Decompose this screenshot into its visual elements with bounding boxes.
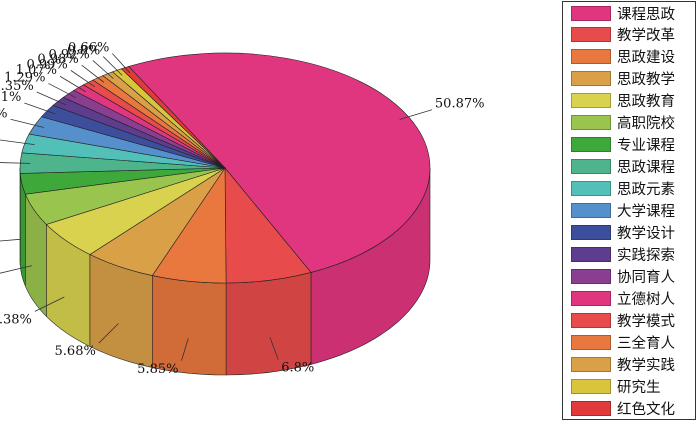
legend-swatch bbox=[571, 203, 611, 219]
legend-item: 课程思政 bbox=[571, 3, 675, 23]
legend-item: 专业课程 bbox=[571, 135, 675, 155]
pct-label-10: 1.81% bbox=[0, 90, 21, 105]
leader-line-13 bbox=[59, 75, 86, 93]
legend-label: 研究生 bbox=[617, 379, 661, 396]
leader-line-1 bbox=[269, 337, 279, 360]
legend-item: 教学模式 bbox=[571, 310, 675, 330]
legend-item: 思政建设 bbox=[571, 47, 675, 67]
legend-swatch bbox=[571, 5, 611, 21]
pct-label-9: 2.58% bbox=[0, 106, 8, 121]
legend-swatch bbox=[571, 246, 611, 262]
legend-label: 立德树人 bbox=[617, 291, 675, 308]
legend-swatch bbox=[571, 378, 611, 394]
legend-swatch bbox=[571, 93, 611, 109]
legend-swatch bbox=[571, 137, 611, 153]
legend-item: 实践探索 bbox=[571, 244, 675, 264]
legend-label: 红色文化 bbox=[617, 401, 675, 418]
legend-swatch bbox=[571, 356, 611, 372]
legend-item: 研究生 bbox=[571, 376, 661, 396]
legend-label: 专业课程 bbox=[617, 138, 675, 155]
legend-swatch bbox=[571, 224, 611, 240]
leader-line-3 bbox=[98, 323, 119, 344]
legend-label: 课程思政 bbox=[617, 6, 675, 23]
legend-label: 教学实践 bbox=[617, 357, 675, 374]
pct-label-11: 1.35% bbox=[0, 79, 34, 94]
leader-line-2 bbox=[181, 338, 189, 361]
legend-label: 大学课程 bbox=[617, 204, 675, 221]
legend-item: 教学设计 bbox=[571, 222, 675, 242]
legend-swatch bbox=[571, 290, 611, 306]
legend: 课程思政教学改革思政建设思政教学思政教育高职院校专业课程思政课程思政元素大学课程… bbox=[562, 1, 696, 420]
legend-item: 思政课程 bbox=[571, 157, 675, 177]
pct-label-12: 1.29% bbox=[4, 70, 45, 85]
legend-swatch bbox=[571, 181, 611, 197]
legend-swatch bbox=[571, 312, 611, 328]
legend-label: 高职院校 bbox=[617, 116, 675, 133]
legend-label: 协同育人 bbox=[617, 269, 675, 286]
pct-label-4: 5.38% bbox=[0, 312, 32, 327]
legend-item: 高职院校 bbox=[571, 113, 675, 133]
pct-label-1: 6.8% bbox=[281, 361, 314, 376]
legend-item: 三全育人 bbox=[571, 332, 675, 352]
legend-swatch bbox=[571, 334, 611, 350]
pct-label-3: 5.68% bbox=[55, 344, 96, 359]
slice-side-1 bbox=[225, 272, 312, 376]
pct-label-13: 1.07% bbox=[16, 63, 57, 78]
pct-label-15: 0.98% bbox=[37, 52, 78, 67]
leader-line-15 bbox=[81, 64, 105, 83]
legend-label: 思政教育 bbox=[617, 94, 675, 111]
pct-label-17: 0.8% bbox=[67, 44, 100, 59]
legend-swatch bbox=[571, 159, 611, 175]
legend-swatch bbox=[571, 268, 611, 284]
legend-item: 红色文化 bbox=[571, 398, 675, 418]
leader-line-4 bbox=[34, 296, 65, 312]
slice-side-2 bbox=[152, 275, 227, 376]
legend-item: 协同育人 bbox=[571, 266, 675, 286]
leader-line-0 bbox=[399, 109, 433, 120]
legend-item: 思政教育 bbox=[571, 91, 675, 111]
leader-line-9 bbox=[10, 118, 45, 128]
leader-line-16 bbox=[92, 60, 114, 79]
legend-swatch bbox=[571, 400, 611, 416]
legend-swatch bbox=[571, 115, 611, 131]
leader-line-10 bbox=[24, 102, 56, 115]
legend-item: 教学改革 bbox=[571, 25, 675, 45]
legend-label: 教学改革 bbox=[617, 28, 675, 45]
legend-label: 教学模式 bbox=[617, 313, 675, 330]
pct-label-18: 0.66% bbox=[68, 41, 109, 56]
legend-label: 思政教学 bbox=[617, 72, 675, 89]
leader-line-14 bbox=[70, 70, 96, 88]
pct-label-2: 5.85% bbox=[137, 362, 178, 377]
legend-item: 立德树人 bbox=[571, 288, 675, 308]
legend-label: 三全育人 bbox=[617, 335, 675, 352]
legend-item: 大学课程 bbox=[571, 201, 675, 221]
leader-line-8 bbox=[0, 139, 35, 146]
legend-item: 教学实践 bbox=[571, 354, 675, 374]
leader-line-5 bbox=[0, 265, 33, 274]
legend-swatch bbox=[571, 27, 611, 43]
leader-line-11 bbox=[36, 91, 67, 106]
leader-line-17 bbox=[102, 56, 123, 76]
leader-line-6 bbox=[0, 238, 21, 242]
pct-label-14: 0.99% bbox=[26, 57, 67, 72]
legend-label: 实践探索 bbox=[617, 247, 675, 264]
leader-line-18 bbox=[112, 53, 131, 74]
legend-label: 思政建设 bbox=[617, 50, 675, 67]
leader-line-12 bbox=[48, 83, 77, 99]
legend-item: 思政元素 bbox=[571, 179, 675, 199]
pct-label-16: 0.92% bbox=[48, 47, 89, 62]
leader-line-7 bbox=[0, 162, 31, 164]
legend-swatch bbox=[571, 71, 611, 87]
legend-label: 教学设计 bbox=[617, 225, 675, 242]
legend-item: 思政教学 bbox=[571, 69, 675, 89]
legend-label: 思政元素 bbox=[617, 182, 675, 199]
legend-label: 思政课程 bbox=[617, 160, 675, 177]
pct-label-0: 50.87% bbox=[435, 97, 485, 112]
legend-swatch bbox=[571, 49, 611, 65]
